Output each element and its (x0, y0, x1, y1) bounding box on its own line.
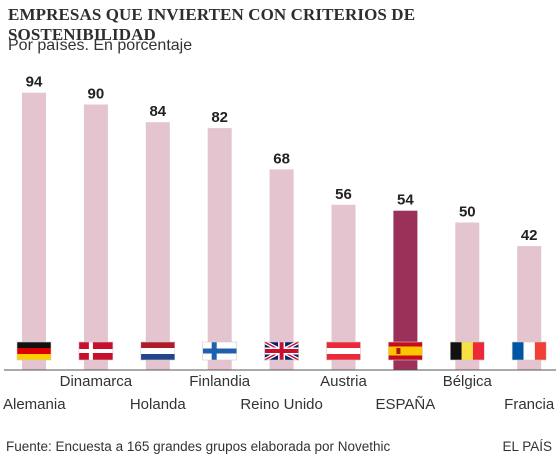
source-note: Fuente: Encuesta a 165 grandes grupos el… (6, 439, 391, 454)
category-label: Reino Unido (240, 396, 323, 413)
category-label: Francia (504, 396, 555, 413)
category-label: Austria (320, 373, 367, 390)
flag-stripe (140, 354, 175, 360)
category-label: Finlandia (189, 373, 251, 390)
flag-border (511, 341, 547, 361)
flag-border (449, 341, 485, 361)
spain-flag-icon (388, 341, 423, 361)
brand-label: EL PAÍS (502, 439, 552, 454)
flag-stripe (461, 342, 473, 360)
france-flag-icon (511, 341, 547, 361)
bar-dinamarca (83, 104, 108, 370)
flag-border (78, 341, 114, 361)
flag-stripe (388, 346, 423, 356)
value-label: 84 (149, 103, 166, 120)
value-label: 50 (459, 204, 476, 221)
uk-flag-icon (263, 340, 300, 362)
flag-stripe (326, 348, 361, 354)
bar-reino-unido (269, 169, 294, 370)
flag-stripe (140, 348, 175, 354)
flag-stripe (388, 342, 423, 347)
flag-border (388, 341, 423, 361)
category-label: Holanda (130, 396, 187, 413)
value-label: 42 (521, 227, 538, 244)
bar-finlandia (207, 128, 232, 370)
flag-stripe (388, 355, 423, 360)
category-label: Alemania (3, 396, 66, 413)
value-label: 56 (335, 186, 352, 203)
chart-title: EMPRESAS QUE INVIERTEN CON CRITERIOS DE … (8, 5, 416, 44)
flag-stripe (17, 354, 51, 360)
flag-border (140, 341, 176, 361)
flag-border (264, 341, 299, 361)
flag-cross (78, 349, 113, 353)
germany-flag-icon (16, 341, 52, 361)
flag-stripe (17, 342, 51, 348)
flag-stripe (472, 342, 485, 360)
flag-stripe (450, 342, 462, 360)
denmark-flag-icon (78, 341, 114, 361)
flag-emblem (396, 348, 401, 354)
bar-alemania (22, 92, 46, 370)
value-label: 90 (88, 86, 105, 103)
flag-stripe (512, 342, 524, 360)
value-label: 94 (26, 74, 43, 91)
netherlands-flag-icon (140, 341, 176, 361)
flag-stripe (534, 342, 547, 360)
belgium-flag-icon (449, 341, 485, 361)
chart-subtitle: Por países. En porcentaje (8, 37, 193, 54)
flag-border (16, 341, 52, 361)
flag-stripe (140, 342, 175, 348)
flag-stripe (17, 348, 51, 354)
flag-cross (264, 349, 299, 353)
value-label: 82 (211, 109, 228, 126)
flag-border (202, 341, 237, 361)
flag-stripe (523, 342, 535, 360)
value-label: 54 (397, 192, 414, 209)
austria-flag-icon (326, 341, 361, 361)
flag-stripe (326, 354, 361, 360)
flag-border (326, 341, 361, 361)
flag-cross (202, 348, 237, 354)
bar-holanda (145, 122, 170, 370)
finland-flag-icon (202, 341, 237, 361)
flag-stripe (326, 342, 361, 348)
category-label: ESPAÑA (376, 396, 436, 413)
value-label: 68 (273, 150, 290, 167)
category-label: Bélgica (443, 373, 493, 390)
category-label: Dinamarca (60, 373, 133, 390)
